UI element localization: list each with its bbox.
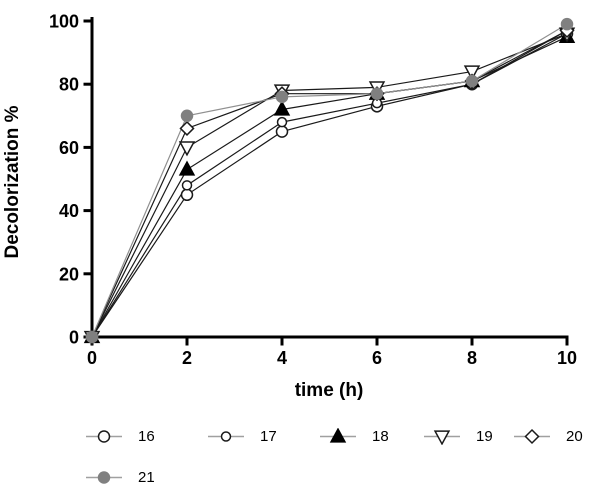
series-line-17 — [91, 29, 568, 338]
x-axis-title: time (h) — [295, 380, 364, 401]
axes: 0 20 40 60 80 100 0 2 4 6 8 10 — [49, 12, 577, 369]
series-21-marker — [465, 74, 479, 88]
legend-item-21: 21 — [86, 469, 155, 486]
chart-legend: 16 17 18 19 20 21 — [0, 410, 612, 495]
series-line-18 — [91, 36, 568, 338]
legend-marker-20 — [524, 428, 540, 445]
series-line-16 — [91, 33, 568, 338]
x-tick-label: 8 — [467, 348, 477, 368]
series-markers — [83, 17, 576, 347]
series-19-marker — [178, 141, 196, 157]
series-21-marker — [560, 17, 574, 31]
y-tick-label: 40 — [59, 201, 79, 221]
legend-marker-16 — [97, 430, 111, 443]
series-21-marker — [275, 90, 289, 104]
legend-marker-19 — [433, 430, 451, 445]
y-tick-label: 60 — [59, 138, 79, 158]
legend-label: 16 — [138, 428, 155, 445]
y-tick-label: 100 — [49, 12, 79, 32]
y-tick-label: 0 — [69, 328, 79, 348]
series-lines — [91, 23, 568, 338]
series-line-21 — [91, 23, 568, 338]
legend-label: 19 — [476, 428, 493, 445]
series-16-marker — [180, 188, 194, 202]
legend-marker-18 — [329, 428, 347, 443]
series-20-marker — [179, 120, 195, 137]
series-21-marker — [370, 87, 384, 100]
legend-label: 21 — [138, 469, 155, 486]
legend-label: 20 — [566, 428, 583, 445]
legend-label: 18 — [372, 428, 389, 445]
legend-item-20: 20 — [514, 428, 583, 445]
series-21-marker — [85, 330, 99, 344]
plot-area: 0 20 40 60 80 100 0 2 4 6 8 10 Decolorization % tim… — [2, 12, 577, 402]
series-21-marker — [180, 109, 194, 123]
x-tick-label: 4 — [277, 348, 287, 368]
open-triangle-down-legend-icon — [424, 430, 460, 445]
legend-marker-21 — [97, 471, 111, 484]
series-line-20 — [91, 29, 568, 338]
series-17-marker — [276, 116, 288, 128]
legend-label: 17 — [260, 428, 277, 445]
legend-item-19: 19 — [424, 428, 493, 445]
y-axis-title: Decolorization % — [2, 105, 23, 258]
open-circle-legend-icon — [208, 431, 244, 442]
series-line-19 — [91, 33, 568, 338]
legend-marker-17 — [220, 431, 232, 442]
open-diamond-legend-icon — [514, 428, 550, 445]
y-tick-label: 80 — [59, 75, 79, 95]
series-16-marker — [275, 125, 289, 138]
filled-circle-legend-icon — [86, 471, 122, 484]
open-circle-legend-icon — [86, 430, 122, 443]
series-18-marker — [273, 100, 291, 116]
legend-item-17: 17 — [208, 428, 277, 445]
x-tick-label: 2 — [182, 348, 192, 368]
legend-item-18: 18 — [320, 428, 389, 445]
legend-item-16: 16 — [86, 428, 155, 445]
y-tick-label: 20 — [59, 264, 79, 284]
x-tick-label: 10 — [557, 348, 577, 368]
series-18-marker — [178, 160, 196, 176]
filled-triangle-up-legend-icon — [320, 428, 356, 443]
x-tick-label: 6 — [372, 348, 382, 368]
series-17-marker — [181, 180, 193, 191]
series-19-marker — [463, 65, 481, 81]
x-tick-label: 0 — [87, 348, 97, 368]
